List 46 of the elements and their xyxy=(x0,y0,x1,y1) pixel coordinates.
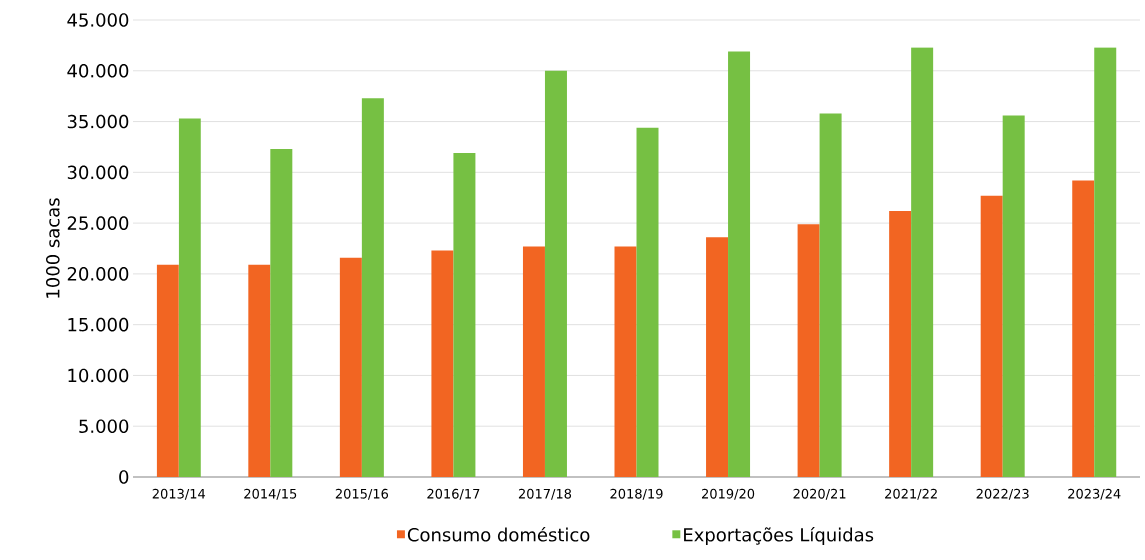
y-tick-label: 10.000 xyxy=(68,368,129,383)
bar xyxy=(178,118,201,477)
bar xyxy=(156,264,179,477)
bar xyxy=(636,127,659,477)
y-tick-label: 35.000 xyxy=(67,114,129,129)
bar xyxy=(339,257,362,477)
x-tick-label: 2021/22 xyxy=(885,488,937,500)
y-tick-label: 30.000 xyxy=(67,165,129,180)
x-tick-label: 2015/16 xyxy=(335,488,389,500)
y-axis-title: 1000 sacas xyxy=(46,198,60,298)
bar xyxy=(706,237,729,477)
y-tick-label: 20.000 xyxy=(67,267,129,281)
bar xyxy=(361,98,384,477)
bar xyxy=(614,246,637,477)
x-tick-label: 2013/14 xyxy=(152,488,206,500)
y-tick-label: 25.000 xyxy=(67,216,129,230)
legend-label: Consumo doméstico xyxy=(407,526,590,542)
legend-label: Exportações Líquidas xyxy=(684,526,874,546)
bar xyxy=(980,195,1003,477)
bar xyxy=(797,224,820,477)
x-tick-label: 2023/24 xyxy=(1068,488,1121,500)
bar xyxy=(728,51,751,477)
bar xyxy=(819,113,842,477)
bar xyxy=(1002,115,1025,477)
bar xyxy=(1072,180,1095,477)
y-tick-label: 5.000 xyxy=(79,419,129,434)
x-tick-label: 2017/18 xyxy=(518,488,572,500)
bar xyxy=(453,153,476,477)
x-tick-label: 2018/19 xyxy=(610,488,663,500)
x-tick-label: 2022/23 xyxy=(976,488,1029,500)
x-tick-label: 2014/15 xyxy=(244,488,297,500)
bar xyxy=(889,210,912,477)
bar xyxy=(270,148,293,477)
y-tick-label: 15.000 xyxy=(68,317,129,332)
bar xyxy=(911,47,934,477)
bar xyxy=(544,70,567,477)
y-tick-label: 40.000 xyxy=(67,63,129,78)
y-tick-label: 45.000 xyxy=(67,13,129,27)
x-tick-label: 2016/17 xyxy=(427,488,480,500)
y-tick-label: 0 xyxy=(119,470,129,484)
bar xyxy=(431,250,454,477)
bar xyxy=(522,246,545,477)
bar xyxy=(1094,47,1117,477)
bar xyxy=(248,264,271,477)
x-tick-label: 2019/20 xyxy=(702,488,755,500)
x-tick-label: 2020/21 xyxy=(793,488,846,500)
